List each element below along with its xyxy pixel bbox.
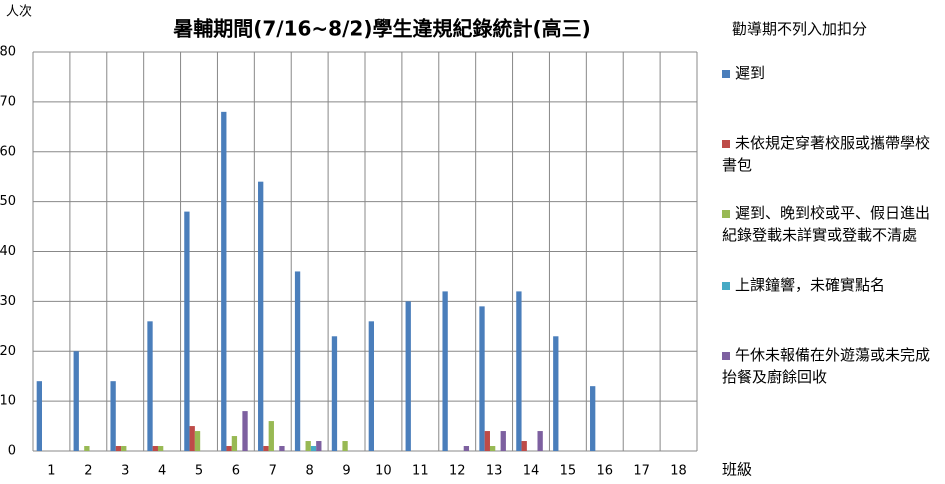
x-tick-label: 17 [633, 464, 650, 479]
bar [263, 446, 269, 451]
bar [189, 426, 195, 451]
bar [84, 446, 90, 451]
x-tick-label: 18 [670, 464, 687, 479]
bar [590, 386, 596, 451]
y-tick-label: 20 [0, 344, 16, 359]
legend-label: 上課鐘響，未確實點名 [735, 276, 886, 294]
legend-label: 遲到 [735, 64, 766, 82]
x-tick-label: 8 [306, 464, 314, 479]
x-tick-label: 6 [232, 464, 240, 479]
legend-item: 遲到 [722, 62, 937, 84]
bar [184, 211, 190, 451]
x-tick-label: 16 [597, 464, 614, 479]
legend-item: 遲到、晚到校或平、假日進出紀錄登載未詳實或登載不清處 [722, 202, 937, 246]
y-tick-label: 60 [0, 144, 16, 159]
bar [405, 301, 411, 451]
bar [310, 446, 317, 451]
bar [110, 381, 116, 451]
legend-label: 未依規定穿著校服或攜帶學校書包 [722, 134, 931, 174]
bar [442, 291, 448, 451]
bar [115, 446, 122, 451]
bar [242, 411, 248, 451]
bar [121, 446, 127, 451]
y-axis-label: 人次 [6, 4, 32, 20]
bar [226, 446, 232, 451]
bar [342, 441, 348, 451]
bar [152, 446, 158, 451]
legend-swatch [722, 209, 730, 218]
legend-title: 勸導期不列入加扣分 [732, 20, 868, 38]
x-tick-label: 1 [47, 464, 55, 479]
y-tick-label: 50 [0, 194, 16, 209]
legend-item: 未依規定穿著校服或攜帶學校書包 [722, 132, 937, 176]
bar [479, 306, 485, 451]
bar [368, 321, 375, 451]
legend-swatch [722, 351, 730, 360]
bar [500, 431, 506, 451]
x-tick-label: 5 [195, 464, 203, 479]
bar [537, 431, 543, 451]
bar [231, 436, 238, 451]
x-tick-label: 7 [269, 464, 277, 479]
bar [36, 381, 43, 451]
legend-label: 午休未報備在外遊蕩或未完成抬餐及廚餘回收 [722, 346, 931, 386]
y-tick-label: 80 [0, 45, 16, 60]
legend-swatch [722, 139, 730, 148]
legend-swatch [722, 281, 730, 290]
bar [463, 446, 470, 451]
x-tick-label: 4 [158, 464, 166, 479]
bar [279, 446, 285, 451]
bar [258, 181, 264, 452]
x-tick-label: 13 [486, 464, 503, 479]
bar [157, 446, 164, 451]
x-tick-label: 3 [121, 464, 129, 479]
bar [484, 431, 490, 451]
bar [316, 441, 322, 451]
x-axis-label: 班級 [722, 461, 752, 479]
x-tick-label: 9 [342, 464, 350, 479]
bar [194, 431, 201, 451]
x-tick-label: 12 [449, 464, 466, 479]
chart-title: 暑輔期間(7/16~8/2)學生違規紀錄統計(高三) [173, 17, 591, 41]
bar [331, 336, 338, 451]
bar [516, 291, 522, 451]
bar [294, 271, 301, 451]
legend-item: 上課鐘響，未確實點名 [722, 274, 937, 296]
bar [73, 351, 79, 451]
legend-swatch [722, 69, 730, 78]
y-tick-label: 70 [0, 94, 16, 109]
legend-item: 午休未報備在外遊蕩或未完成抬餐及廚餘回收 [722, 344, 937, 388]
bar [305, 441, 311, 451]
x-tick-label: 11 [412, 464, 429, 479]
y-tick-label: 0 [8, 444, 16, 459]
x-tick-label: 15 [560, 464, 577, 479]
x-tick-label: 2 [84, 464, 92, 479]
bar [268, 421, 274, 451]
y-tick-label: 40 [0, 244, 16, 259]
bar [147, 321, 153, 451]
bar [553, 336, 559, 451]
bar [489, 446, 496, 451]
y-tick-label: 10 [0, 394, 16, 409]
y-tick-label: 30 [0, 294, 16, 309]
legend-label: 遲到、晚到校或平、假日進出紀錄登載未詳實或登載不清處 [722, 204, 931, 244]
x-tick-label: 10 [375, 464, 392, 479]
x-tick-label: 14 [523, 464, 540, 479]
bar [221, 111, 227, 451]
bar [521, 441, 527, 451]
